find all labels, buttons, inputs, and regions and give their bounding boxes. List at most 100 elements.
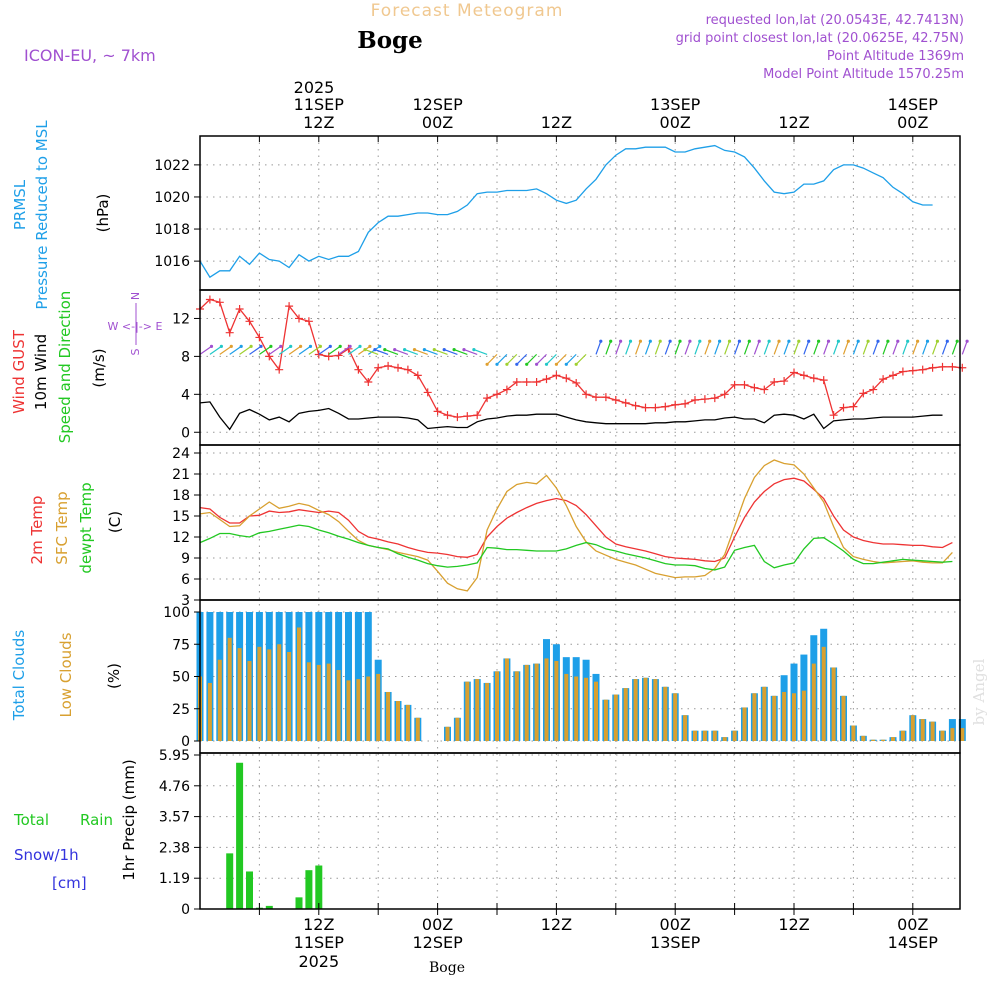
wind-arrow-head <box>348 344 352 348</box>
gust-marker <box>750 383 759 392</box>
wind-arrow <box>414 349 428 355</box>
wind-arrow <box>862 340 869 355</box>
low-cloud-bar <box>257 646 262 741</box>
low-cloud-bar <box>712 730 717 741</box>
wind-arrow-head <box>383 348 387 352</box>
gust-marker <box>918 365 927 374</box>
gust-marker <box>898 367 907 376</box>
time-label-top-hour: 00Z <box>422 113 453 132</box>
wind-arrow <box>384 349 399 355</box>
wind-arrow <box>902 340 909 355</box>
wind-arrow <box>565 353 577 365</box>
wind-arrow <box>443 349 458 355</box>
low-cloud-bar <box>653 679 658 741</box>
wind-arrow-head <box>358 344 362 348</box>
wind-arrow <box>259 345 272 355</box>
wind-arrow-head <box>239 344 243 348</box>
low-cloud-bar <box>247 661 252 741</box>
low-cloud-bar <box>762 686 767 741</box>
time-label-top-hour: 00Z <box>897 113 928 132</box>
low-cloud-bar <box>524 664 529 741</box>
y-tick-label: 18 <box>172 488 190 504</box>
wind-arrow <box>842 340 849 355</box>
gust-marker <box>770 377 779 386</box>
wind-arrow-head <box>688 339 692 343</box>
series-line-wind-gust <box>199 298 963 418</box>
gust-marker <box>324 352 333 361</box>
total-clouds-label: Total Clouds <box>10 630 28 722</box>
wind-arrow <box>753 340 760 355</box>
low-cloud-bar <box>673 693 678 741</box>
wind-arrow-head <box>535 362 539 366</box>
wind-arrow <box>941 340 948 355</box>
wind-arrow <box>229 345 242 355</box>
low-cloud-bar <box>930 721 935 741</box>
wind-arrow <box>793 340 800 355</box>
low-cloud-bar <box>455 717 460 741</box>
wind-arrow-head <box>767 339 771 343</box>
wind-unit: (m/s) <box>90 348 108 387</box>
gust-marker <box>205 295 214 304</box>
wind-arrow-head <box>797 339 801 343</box>
gust-marker <box>819 376 828 385</box>
wind-arrow <box>783 340 790 355</box>
wind-arrow-head <box>648 339 652 343</box>
wind-arrow-head <box>462 348 466 352</box>
wind-arrow <box>714 340 721 355</box>
wind-arrow-head <box>836 339 841 343</box>
gust-marker <box>799 371 808 380</box>
wind-arrow-head <box>525 362 529 366</box>
wind-arrow-head <box>708 339 712 343</box>
low-cloud-bar <box>881 739 886 741</box>
gust-marker <box>720 390 729 399</box>
wind-arrow <box>209 345 222 355</box>
gust-marker <box>394 363 402 372</box>
gust-marker <box>275 365 284 374</box>
gust-marker <box>413 371 422 380</box>
time-label-bottom-hour: 00Z <box>897 915 928 934</box>
gust-marker <box>235 304 244 313</box>
wind-arrow-head <box>209 344 214 348</box>
low-cloud-bar <box>346 680 351 741</box>
wind-arrow-head <box>955 339 959 343</box>
wind-arrow-head <box>678 339 682 343</box>
low-cloud-bar <box>277 644 282 741</box>
gust-marker <box>522 377 531 386</box>
wind-arrow <box>536 353 547 365</box>
wind-arrow <box>546 353 557 365</box>
low-cloud-bar <box>801 690 806 741</box>
low-cloud-bar <box>861 735 866 741</box>
low-cloud-bar <box>475 679 480 741</box>
wind-label: 10m Wind <box>32 334 50 410</box>
low-cloud-bar <box>940 730 945 741</box>
wind-arrow <box>506 353 518 365</box>
low-cloud-bar <box>514 671 519 741</box>
wind-arrow-head <box>737 339 742 343</box>
wind-arrow <box>199 345 212 355</box>
wind-arrow-head <box>373 348 377 352</box>
gust-marker <box>809 374 818 383</box>
wind-arrow-head <box>393 348 397 352</box>
wind-arrow <box>932 340 938 355</box>
rain-bar <box>295 897 303 909</box>
wind-arrow-head <box>229 344 233 348</box>
low-cloud-bar <box>366 676 371 741</box>
wind-arrow-head <box>574 362 578 366</box>
y-tick-label: 12 <box>172 311 190 327</box>
total-cloud-bar <box>345 612 352 741</box>
wind-arrow-head <box>485 362 489 366</box>
wind-arrow-head <box>363 348 367 352</box>
rain-bar <box>265 905 273 909</box>
gust-marker <box>562 374 571 383</box>
gust-marker <box>423 388 432 397</box>
precip-unit: 1hr Precip (mm) <box>120 759 138 880</box>
footer-location: Boge <box>429 960 465 976</box>
low-cloud-bar <box>227 637 232 741</box>
wind-arrow-head <box>378 344 382 348</box>
time-label-bottom-hour: 00Z <box>422 915 453 934</box>
wind-arrow <box>912 340 919 355</box>
wind-arrow <box>803 340 810 355</box>
low-cloud-bar <box>207 682 212 741</box>
clouds-unit: (%) <box>105 663 123 689</box>
wind-arrow-head <box>554 362 559 366</box>
